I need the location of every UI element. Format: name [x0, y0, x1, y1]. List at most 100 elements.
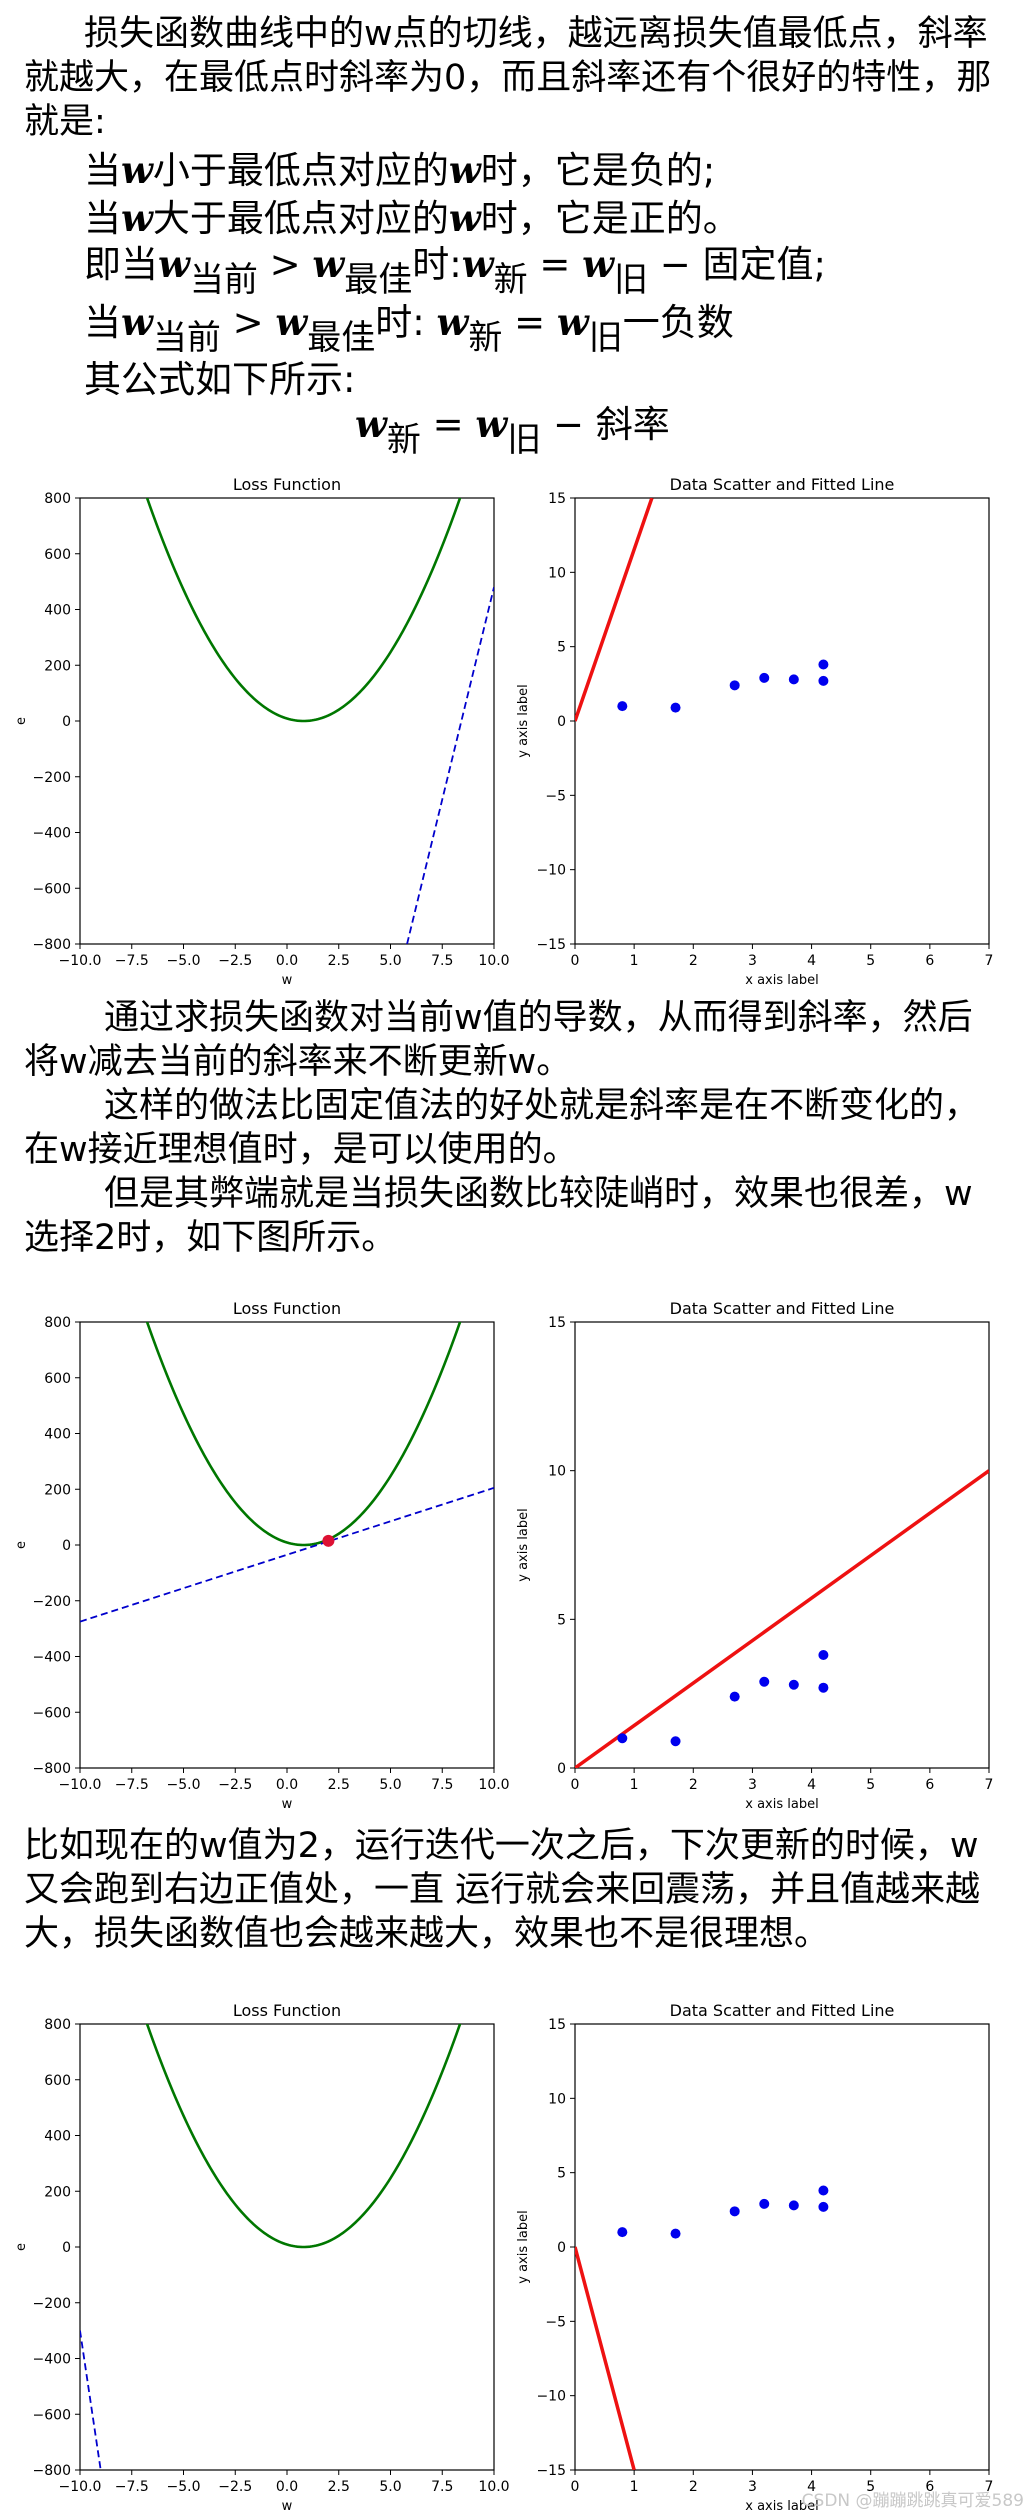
x-tick-label: 1: [630, 1777, 639, 1793]
chart-title: Data Scatter and Fitted Line: [670, 1299, 895, 1318]
rule-negative: 当w当前 > w最佳时: w新 = w旧一负数: [84, 298, 1030, 358]
x-tick-label: −7.5: [115, 953, 149, 969]
y-tick-label: −800: [33, 1761, 71, 1777]
chart-title: Loss Function: [233, 1299, 341, 1318]
y-tick-label: −5: [545, 788, 566, 804]
x-tick-label: 0.0: [276, 953, 298, 969]
fitted-line: [575, 498, 654, 722]
y-tick-label: 5: [557, 640, 566, 656]
x-tick-label: −2.5: [218, 2479, 252, 2495]
y-tick-label: 15: [548, 491, 566, 507]
y-tick-label: 800: [44, 1315, 71, 1331]
y-tick-label: 0: [62, 2240, 71, 2256]
chart-title: Loss Function: [233, 475, 341, 494]
rule-text: 一负数: [622, 301, 734, 344]
intro-paragraph: 损失函数曲线中的w点的切线，越远离损失值最低点，斜率就越大，在最低点时斜率为0，…: [24, 14, 992, 142]
subscript: 当前: [152, 318, 221, 358]
y-tick-label: −400: [33, 1650, 71, 1666]
rule-text: 即当: [84, 243, 158, 286]
x-tick-label: 6: [925, 953, 934, 969]
x-tick-label: 10.0: [478, 1777, 509, 1793]
x-tick-label: 2.5: [328, 2479, 350, 2495]
subscript: 最佳: [344, 260, 413, 300]
w-symbol: w: [448, 148, 481, 192]
x-tick-label: 0.0: [276, 1777, 298, 1793]
update-formula: w新 = w旧 − 斜率: [355, 400, 1030, 460]
x-tick-label: 0: [571, 953, 580, 969]
current-w-marker: [322, 1534, 335, 1547]
y-tick-label: −15: [536, 2463, 566, 2479]
subscript: 新: [493, 260, 528, 300]
x-tick-label: 7.5: [431, 1777, 453, 1793]
rule-text: 当: [84, 301, 121, 344]
y-tick-label: 10: [548, 1464, 566, 1480]
x-tick-label: 10.0: [478, 2479, 509, 2495]
w-symbol: w: [121, 196, 153, 240]
x-tick-label: 7: [985, 1777, 994, 1793]
data-point: [788, 1679, 799, 1690]
y-tick-label: 10: [548, 2091, 566, 2107]
data-point: [729, 2206, 740, 2217]
x-tick-label: 7: [985, 2479, 994, 2495]
w-symbol: w: [312, 242, 345, 286]
w-symbol: w: [275, 300, 308, 344]
x-tick-label: −10.0: [59, 1777, 102, 1793]
data-point: [617, 701, 628, 712]
plot-area: [575, 1469, 989, 1768]
plot-area: [575, 2185, 829, 2470]
y-tick-label: 200: [44, 2184, 71, 2200]
y-tick-label: 15: [548, 2017, 566, 2033]
y-tick-label: −10: [536, 2389, 566, 2405]
w-symbol: w: [448, 196, 481, 240]
x-tick-label: −7.5: [115, 2479, 149, 2495]
fitted-line: [575, 2246, 636, 2470]
plot-area: [145, 498, 494, 944]
y-tick-label: −800: [33, 937, 71, 953]
y-tick-label: 800: [44, 491, 71, 507]
x-tick-label: 6: [925, 1777, 934, 1793]
x-tick-label: 4: [807, 2479, 816, 2495]
y-tick-label: 400: [44, 2129, 71, 2145]
y-tick-label: 400: [44, 603, 71, 619]
w-symbol: w: [461, 242, 494, 286]
x-tick-label: 3: [748, 1777, 757, 1793]
data-point: [617, 2227, 628, 2238]
x-tick-label: 5: [866, 2479, 875, 2495]
y-tick-label: −5: [545, 2314, 566, 2330]
data-point: [788, 2200, 799, 2211]
y-tick-label: −200: [33, 2296, 71, 2312]
y-tick-label: −200: [33, 770, 71, 786]
rule-fixed-value: 即当w当前 > w最佳时:w新 = w旧 − 固定值;: [84, 240, 1030, 300]
data-point: [670, 702, 681, 713]
w-symbol: w: [121, 300, 153, 344]
y-axis-label: y axis label: [516, 2210, 531, 2283]
y-tick-label: −600: [33, 881, 71, 897]
y-tick-label: −200: [33, 1594, 71, 1610]
data-point: [818, 2201, 829, 2212]
rule-text: 时，它是负的;: [480, 149, 716, 192]
figure-3-loss-and-fit: −10.0 −7.5 −5.0 −2.5 0.0 2.5 5.0 7.5 10.0 −800 −60…: [14, 2001, 994, 2514]
chart-title: Data Scatter and Fitted Line: [670, 475, 895, 494]
x-tick-label: 4: [807, 1777, 816, 1793]
y-tick-label: 0: [557, 1761, 566, 1777]
data-point: [818, 2185, 829, 2196]
loss-curve: [145, 498, 462, 723]
x-tick-label: −5.0: [167, 1777, 201, 1793]
x-tick-label: 7.5: [431, 2479, 453, 2495]
plot-area: [80, 2024, 462, 2470]
data-point: [759, 2198, 770, 2209]
rule-text: 时:: [412, 243, 462, 286]
tangent-line: [406, 586, 494, 944]
x-tick-label: 0.0: [276, 2479, 298, 2495]
operator: =: [432, 403, 464, 446]
y-tick-label: −400: [33, 2352, 71, 2368]
plot-frame: [79, 2023, 495, 2471]
x-tick-label: 5.0: [379, 2479, 401, 2495]
subscript: 旧: [588, 318, 623, 358]
tangent-line: [80, 1486, 494, 1623]
data-point: [818, 659, 829, 670]
plot-frame: [79, 497, 495, 945]
data-point: [670, 1736, 681, 1747]
y-tick-label: 10: [548, 565, 566, 581]
middle-paragraph-1: 通过求损失函数对当前w值的导数，从而得到斜率，然后将w减去当前的斜率来不断更新w…: [24, 998, 973, 1082]
